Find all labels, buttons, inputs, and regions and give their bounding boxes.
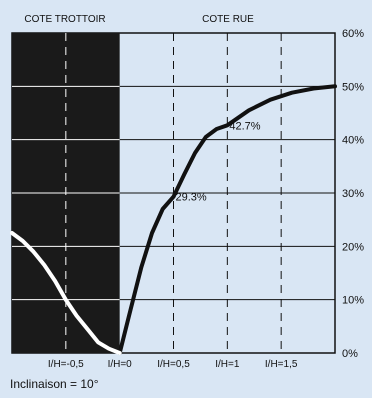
annotations: 29.3% 42.7% [176,120,261,203]
x-tick-label: I/H=0,5 [157,359,190,370]
y-tick-label: 30% [342,188,364,200]
y-tick-label: 0% [342,348,358,360]
series-line-trottoir [10,231,122,355]
header-cote-rue: COTE RUE [202,14,254,25]
header-cote-trottoir: COTE TROTTOIR [24,14,105,25]
x-tick-label: I/H=1,5 [265,359,298,370]
y-tick-label: 10% [342,295,364,307]
y-tick-label: 50% [342,81,364,93]
axis-labels: 0% 10% 20% 30% 40% 50% 60% I/H=-0,5 I/H=0 I/H=0,5… [48,28,364,370]
data-label: 29.3% [176,192,207,204]
series-lines [10,84,337,355]
x-tick-label: I/H=0 [108,359,133,370]
data-label: 42.7% [229,120,260,132]
y-tick-label: 40% [342,135,364,147]
y-tick-label: 20% [342,241,364,253]
x-tick-label: I/H=-0,5 [48,359,84,370]
x-tick-label: I/H=1 [215,359,240,370]
y-tick-label: 60% [342,28,364,40]
footnote-inclinaison: Inclinaison = 10° [10,377,99,391]
series-line-rue [117,84,337,355]
